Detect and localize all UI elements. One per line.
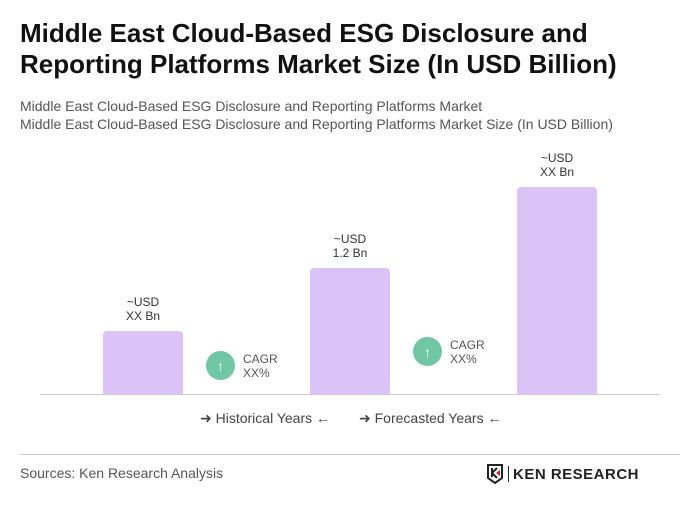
data-label-line: 1.2 Bn: [332, 246, 368, 260]
legend-historical: ➜ Historical Years ←: [200, 410, 330, 427]
arrow-up-icon: ↑: [206, 351, 235, 380]
bar-3: [517, 187, 597, 394]
cagr-label: CAGR: [450, 337, 485, 352]
arrow-right-icon: ➜: [200, 410, 212, 426]
data-label: ~USD XX Bn: [83, 295, 203, 323]
bar-2: [310, 268, 390, 394]
data-label-line: ~USD: [540, 151, 574, 166]
legend-forecasted: ➜ Forecasted Years ←: [359, 410, 501, 427]
arrow-left-icon: ←: [487, 410, 502, 426]
data-label-line: XX Bn: [125, 309, 161, 323]
logo-icon: [487, 464, 503, 484]
legend-label: Historical Years: [215, 410, 313, 426]
x-axis: [40, 394, 660, 395]
legend-label: Forecasted Years: [374, 410, 484, 426]
cagr-badge-1: ↑ CAGR XX%: [206, 351, 278, 380]
subtitle-2: Middle East Cloud-Based ESG Disclosure a…: [20, 116, 613, 132]
data-label-line: ~USD: [333, 232, 367, 246]
data-label-line: ~USD: [126, 295, 160, 309]
logo-text: KEN RESEARCH: [513, 465, 640, 483]
arrow-left-icon: ←: [316, 410, 331, 426]
ken-research-logo: KEN RESEARCH: [486, 464, 639, 484]
chart-title: Middle East Cloud-Based ESG Disclosure a…: [20, 18, 617, 79]
data-label: ~USD XX Bn: [497, 151, 617, 179]
bar-1: [103, 331, 183, 394]
footer-divider: [20, 454, 680, 455]
data-label: ~USD 1.2 Bn: [290, 232, 410, 260]
subtitle: Middle East Cloud-Based ESG Disclosure a…: [20, 98, 483, 114]
sources: Sources: Ken Research Analysis: [20, 465, 224, 481]
arrow-up-icon: ↑: [413, 337, 442, 366]
cagr-badge-2: ↑ CAGR XX%: [413, 337, 485, 366]
cagr-label: CAGR: [243, 351, 278, 366]
arrow-right-icon: ➜: [359, 410, 371, 426]
cagr-value: XX%: [243, 365, 270, 380]
cagr-value: XX%: [450, 351, 477, 366]
data-label-line: XX Bn: [539, 165, 575, 180]
